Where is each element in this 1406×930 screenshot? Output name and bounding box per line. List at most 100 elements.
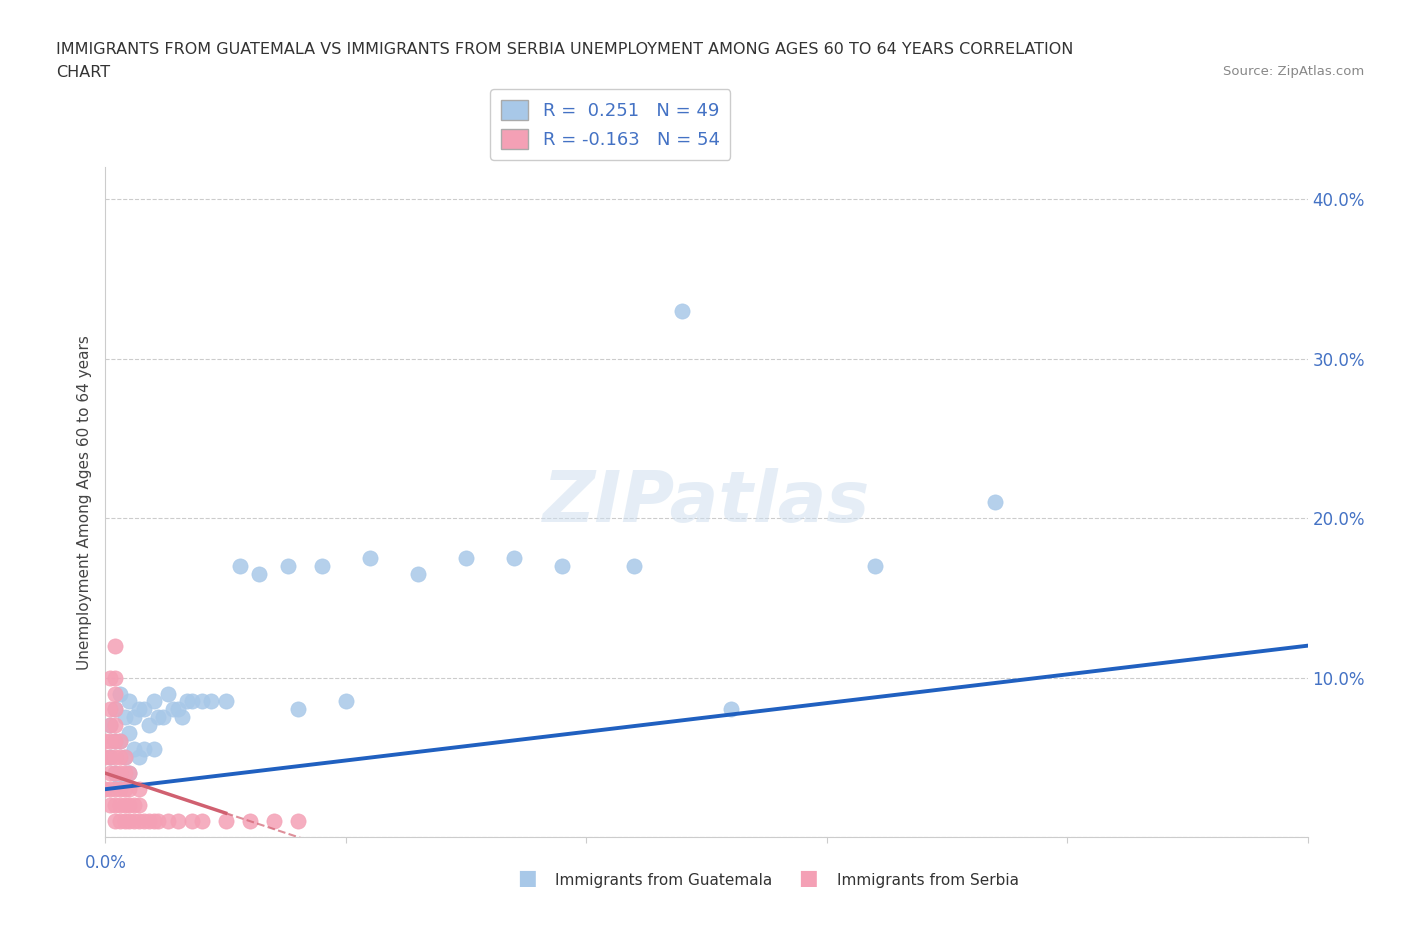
Point — [104, 718, 127, 733]
Point — [335, 694, 357, 709]
Point — [720, 702, 742, 717]
Legend: R =  0.251   N = 49, R = -0.163   N = 54: R = 0.251 N = 49, R = -0.163 N = 54 — [491, 89, 731, 160]
Point — [98, 718, 121, 733]
Point — [176, 694, 198, 709]
Point — [166, 702, 188, 717]
Point — [98, 671, 121, 685]
Point — [166, 814, 188, 829]
Text: Immigrants from Guatemala: Immigrants from Guatemala — [555, 873, 773, 888]
Point — [156, 814, 179, 829]
Point — [551, 559, 574, 574]
Point — [94, 782, 117, 797]
Point — [114, 814, 136, 829]
Point — [671, 303, 693, 318]
Point — [128, 782, 150, 797]
Point — [359, 551, 381, 565]
Point — [108, 774, 131, 789]
Point — [128, 814, 150, 829]
Point — [98, 750, 121, 764]
Point — [104, 734, 127, 749]
Point — [406, 566, 429, 581]
Point — [214, 694, 236, 709]
Point — [114, 750, 136, 764]
Point — [148, 814, 170, 829]
Point — [181, 694, 204, 709]
Text: Source: ZipAtlas.com: Source: ZipAtlas.com — [1223, 65, 1364, 78]
Point — [128, 702, 150, 717]
Point — [104, 765, 127, 780]
Point — [124, 798, 146, 813]
Point — [114, 798, 136, 813]
Point — [104, 686, 127, 701]
Point — [132, 702, 155, 717]
Point — [247, 566, 270, 581]
Point — [128, 750, 150, 764]
Point — [124, 742, 146, 757]
Point — [156, 686, 179, 701]
Text: ZIPatlas: ZIPatlas — [543, 468, 870, 537]
Point — [108, 734, 131, 749]
Point — [98, 702, 121, 717]
Point — [118, 782, 141, 797]
Point — [114, 750, 136, 764]
Point — [172, 710, 194, 724]
Point — [984, 495, 1007, 510]
Point — [94, 750, 117, 764]
Point — [108, 798, 131, 813]
Point — [118, 814, 141, 829]
Point — [200, 694, 222, 709]
Text: 0.0%: 0.0% — [84, 854, 127, 871]
Text: ■: ■ — [517, 868, 537, 888]
Point — [162, 702, 184, 717]
Point — [98, 750, 121, 764]
Point — [142, 814, 165, 829]
Point — [104, 671, 127, 685]
Text: IMMIGRANTS FROM GUATEMALA VS IMMIGRANTS FROM SERBIA UNEMPLOYMENT AMONG AGES 60 T: IMMIGRANTS FROM GUATEMALA VS IMMIGRANTS … — [56, 42, 1074, 57]
Point — [104, 702, 127, 717]
Point — [277, 559, 299, 574]
Point — [132, 742, 155, 757]
Point — [98, 798, 121, 813]
Point — [454, 551, 477, 565]
Point — [104, 814, 127, 829]
Point — [104, 798, 127, 813]
Point — [108, 686, 131, 701]
Point — [138, 814, 160, 829]
Point — [148, 710, 170, 724]
Point — [152, 710, 174, 724]
Point — [229, 559, 252, 574]
Point — [118, 765, 141, 780]
Y-axis label: Unemployment Among Ages 60 to 64 years: Unemployment Among Ages 60 to 64 years — [77, 335, 93, 670]
Point — [118, 798, 141, 813]
Point — [114, 782, 136, 797]
Point — [239, 814, 262, 829]
Point — [214, 814, 236, 829]
Point — [104, 750, 127, 764]
Point — [124, 814, 146, 829]
Point — [623, 559, 645, 574]
Point — [114, 765, 136, 780]
Point — [311, 559, 333, 574]
Point — [114, 710, 136, 724]
Point — [118, 726, 141, 741]
Point — [104, 638, 127, 653]
Point — [104, 702, 127, 717]
Point — [104, 782, 127, 797]
Point — [104, 734, 127, 749]
Point — [142, 742, 165, 757]
Point — [108, 782, 131, 797]
Point — [118, 765, 141, 780]
Point — [118, 694, 141, 709]
Point — [190, 814, 212, 829]
Point — [263, 814, 285, 829]
Text: Immigrants from Serbia: Immigrants from Serbia — [837, 873, 1018, 888]
Point — [104, 765, 127, 780]
Point — [132, 814, 155, 829]
Point — [181, 814, 204, 829]
Point — [108, 750, 131, 764]
Point — [287, 702, 309, 717]
Point — [190, 694, 212, 709]
Point — [98, 718, 121, 733]
Point — [98, 734, 121, 749]
Point — [94, 734, 117, 749]
